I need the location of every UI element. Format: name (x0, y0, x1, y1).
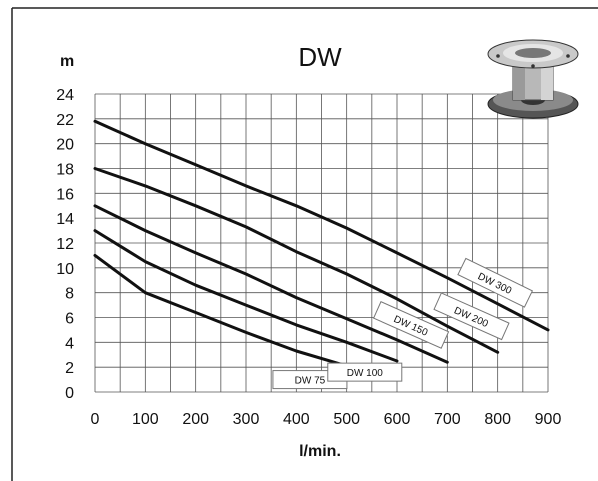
series-label-text: DW 75 (295, 376, 326, 387)
x-tick-label: 200 (182, 411, 209, 428)
grid-layer (95, 94, 548, 392)
y-axis-label: m (60, 53, 74, 70)
y-tick-label: 4 (65, 335, 74, 352)
x-tick-label: 500 (333, 411, 360, 428)
y-tick-label: 20 (56, 137, 74, 154)
y-tick-label: 6 (65, 311, 74, 328)
y-tick-label: 2 (65, 360, 74, 377)
y-tick-label: 12 (56, 236, 74, 253)
y-tick-label: 16 (56, 186, 74, 203)
series-label-text: DW 100 (347, 368, 384, 379)
y-tick-label: 0 (65, 385, 74, 402)
x-tick-label: 300 (233, 411, 260, 428)
series-label-dw-300: DW 300 (458, 258, 532, 307)
x-tick-label: 700 (434, 411, 461, 428)
y-tick-label: 18 (56, 162, 74, 179)
y-tick-label: 24 (56, 87, 74, 104)
y-tick-label: 22 (56, 112, 74, 129)
series-label-dw-100: DW 100 (328, 363, 402, 381)
x-tick-label: 900 (535, 411, 562, 428)
x-tick-labels: 0 100 200 300 400 500 600 700 800 900 (91, 411, 562, 428)
x-tick-label: 600 (384, 411, 411, 428)
chart-title: DW (298, 42, 342, 72)
y-tick-label: 10 (56, 261, 74, 278)
x-tick-label: 800 (484, 411, 511, 428)
y-tick-label: 14 (56, 211, 74, 228)
x-tick-label: 400 (283, 411, 310, 428)
x-tick-label: 100 (132, 411, 159, 428)
y-tick-label: 8 (65, 286, 74, 303)
x-axis-label: l/min. (299, 443, 341, 460)
x-tick-label: 0 (91, 411, 100, 428)
pump-image (488, 40, 578, 118)
